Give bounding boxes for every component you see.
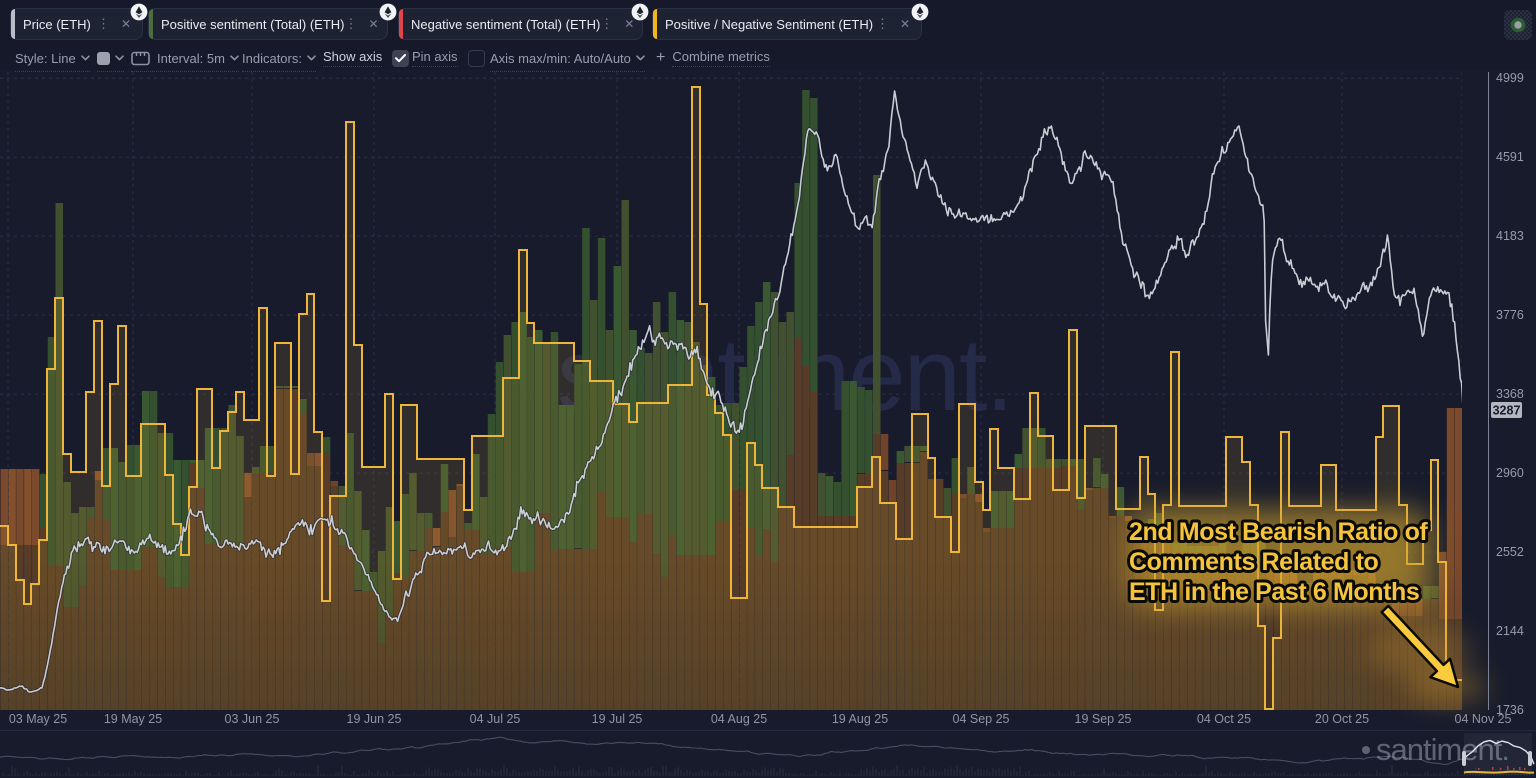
svg-text:1736: 1736 <box>1496 703 1524 717</box>
svg-text:19 Jun 25: 19 Jun 25 <box>347 712 402 726</box>
svg-text:04 Oct 25: 04 Oct 25 <box>1197 712 1251 726</box>
svg-text:4183: 4183 <box>1496 229 1524 243</box>
svg-text:2nd Most Bearish Ratio of: 2nd Most Bearish Ratio of <box>1129 518 1428 546</box>
svg-text:2144: 2144 <box>1496 624 1524 638</box>
svg-text:4999: 4999 <box>1496 71 1524 85</box>
svg-text:3368: 3368 <box>1496 387 1524 401</box>
svg-text:04 Nov 25: 04 Nov 25 <box>1455 712 1512 726</box>
svg-text:19 May 25: 19 May 25 <box>104 712 162 726</box>
svg-text:19 Aug 25: 19 Aug 25 <box>832 712 888 726</box>
svg-text:4591: 4591 <box>1496 150 1524 164</box>
svg-text:04 Sep 25: 04 Sep 25 <box>953 712 1010 726</box>
svg-text:04 Jul 25: 04 Jul 25 <box>470 712 521 726</box>
svg-text:03 Jun 25: 03 Jun 25 <box>225 712 280 726</box>
svg-text:ETH in the Past 6 Months: ETH in the Past 6 Months <box>1129 578 1419 606</box>
svg-text:2960: 2960 <box>1496 466 1524 480</box>
svg-text:03 May 25: 03 May 25 <box>9 712 67 726</box>
svg-text:3776: 3776 <box>1496 308 1524 322</box>
svg-text:04 Aug 25: 04 Aug 25 <box>711 712 767 726</box>
svg-text:19 Jul 25: 19 Jul 25 <box>592 712 643 726</box>
svg-text:santiment.: santiment. <box>1376 732 1509 767</box>
svg-text:19 Sep 25: 19 Sep 25 <box>1075 712 1132 726</box>
svg-text:2552: 2552 <box>1496 545 1524 559</box>
svg-text:20 Oct 25: 20 Oct 25 <box>1315 712 1369 726</box>
svg-text:Comments Related to: Comments Related to <box>1129 548 1379 576</box>
svg-text:3287: 3287 <box>1493 404 1521 418</box>
